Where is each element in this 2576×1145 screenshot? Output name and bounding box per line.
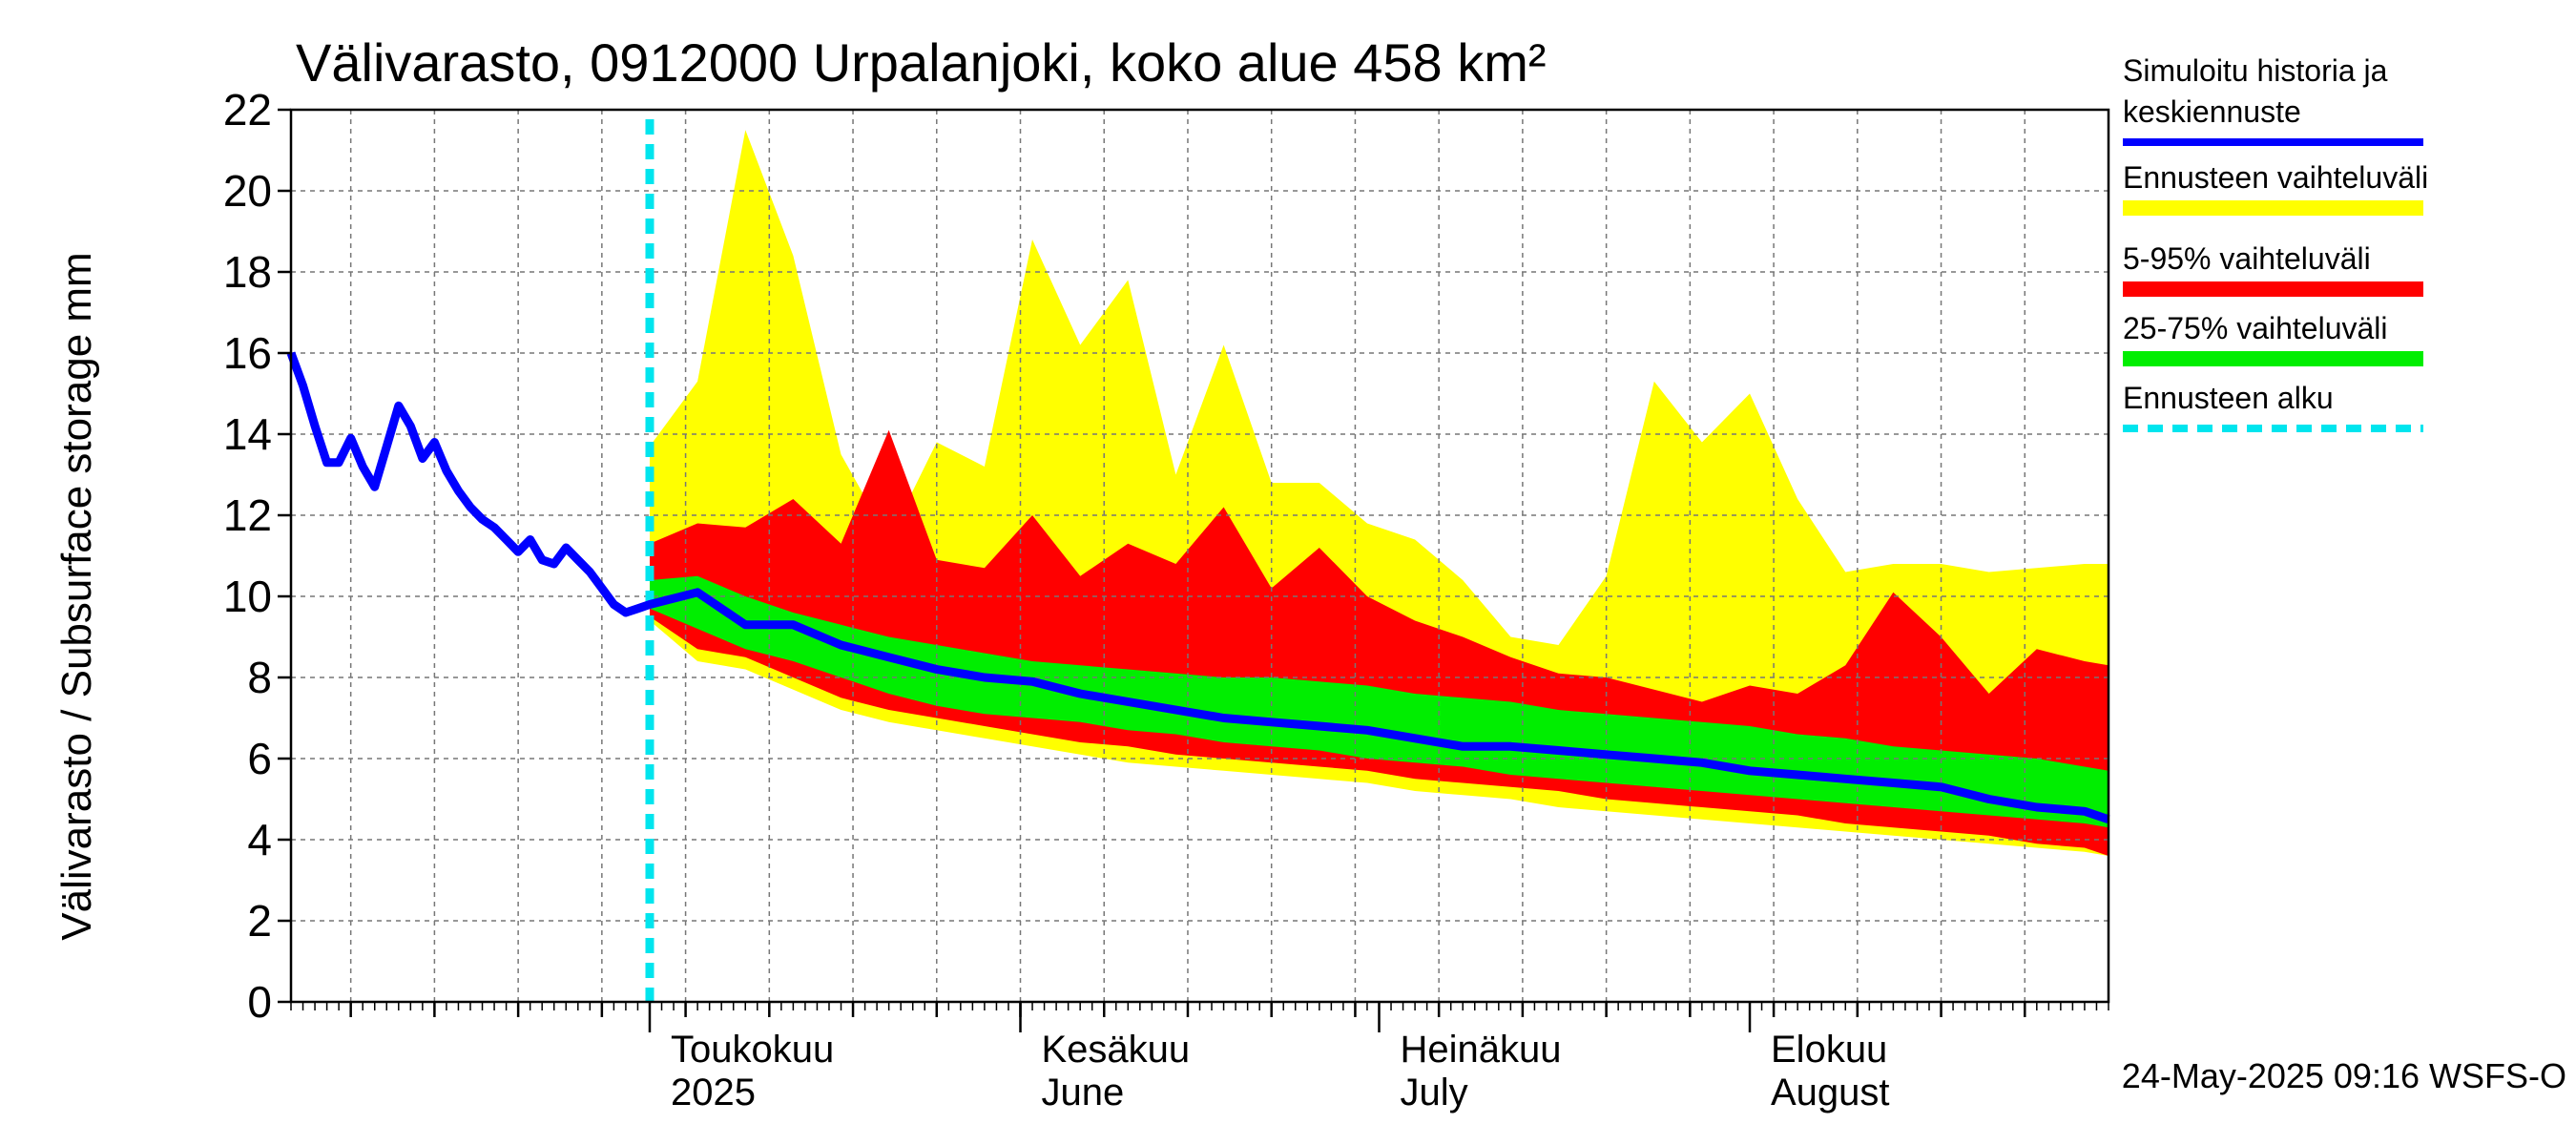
x-month-label: Toukokuu (671, 1029, 834, 1071)
y-tick-label: 18 (223, 247, 272, 297)
series-line-median (286, 351, 2110, 824)
band-25-75 (650, 575, 2109, 828)
legend-label: keskiennuste (2123, 94, 2301, 129)
x-month-label: Heinäkuu (1400, 1029, 1561, 1071)
legend-label: 25-75% vaihteluväli (2123, 311, 2388, 345)
legend-label: Ennusteen vaihteluväli (2123, 160, 2428, 195)
legend-entry: Ennusteen vaihteluväli (2123, 160, 2428, 216)
y-tick-label: 14 (223, 409, 272, 459)
x-month-label: Kesäkuu (1042, 1029, 1191, 1071)
legend-swatch (2123, 281, 2423, 297)
legend-entry: 25-75% vaihteluväli (2123, 311, 2423, 366)
x-month-sublabel: July (1400, 1072, 1467, 1114)
x-month-sublabel: June (1042, 1072, 1125, 1114)
grid (291, 110, 2109, 1002)
legend: Simuloitu historia ja keskiennuste Ennuste… (2123, 53, 2428, 432)
legend-swatch (2123, 351, 2423, 366)
legend-label: Simuloitu historia ja (2123, 53, 2388, 88)
y-axis: 0 2 4 6 8 10 12 14 16 18 20 22 (223, 85, 291, 1027)
legend-label: 5-95% vaihteluväli (2123, 241, 2371, 276)
x-month-sublabel: 2025 (671, 1072, 756, 1114)
legend-entry: 5-95% vaihteluväli (2123, 241, 2423, 297)
y-tick-label: 8 (247, 653, 272, 702)
y-tick-label: 12 (223, 490, 272, 540)
chart-title: Välivarasto, 0912000 Urpalanjoki, koko a… (296, 32, 1547, 93)
y-tick-label: 6 (247, 734, 272, 783)
legend-entry: Ennusteen alku (2123, 381, 2423, 432)
y-tick-label: 10 (223, 572, 272, 621)
y-tick-label: 2 (247, 896, 272, 946)
y-tick-label: 20 (223, 166, 272, 216)
y-tick-label: 16 (223, 328, 272, 378)
footer-timestamp: 24-May-2025 09:16 WSFS-O (2122, 1056, 2566, 1095)
forecast-bands (650, 130, 2109, 857)
legend-label: Ennusteen alku (2123, 381, 2334, 415)
y-axis-label: Välivarasto / Subsurface storage mm (53, 252, 100, 940)
y-tick-label: 22 (223, 85, 272, 135)
legend-entry: Simuloitu historia ja keskiennuste (2123, 53, 2423, 146)
legend-swatch (2123, 200, 2423, 216)
x-month-sublabel: August (1771, 1072, 1890, 1114)
x-month-label: Elokuu (1771, 1029, 1887, 1071)
plot-area (286, 108, 2110, 1004)
y-tick-label: 4 (247, 815, 272, 864)
y-tick-label: 0 (247, 977, 272, 1027)
